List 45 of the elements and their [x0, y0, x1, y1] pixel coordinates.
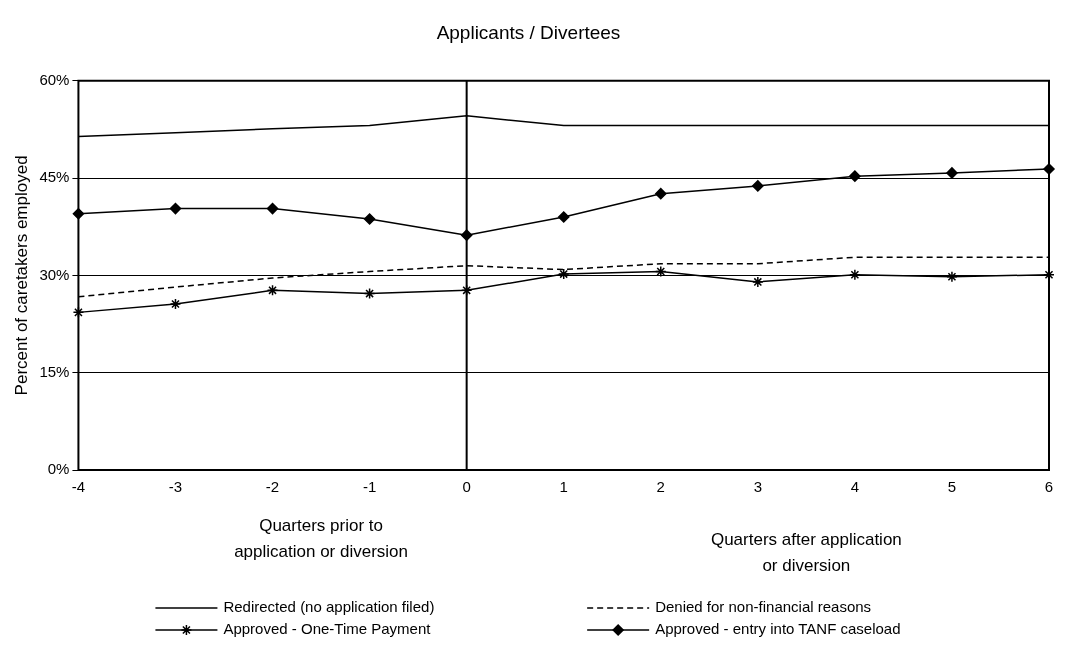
y-tick-label: 60% [39, 70, 70, 88]
point [655, 265, 667, 278]
point [363, 213, 376, 225]
point [460, 229, 473, 241]
point [752, 180, 764, 192]
x-tick-label: -2 [265, 478, 280, 496]
chart-title: Applicants / Divertees [436, 21, 621, 43]
point [946, 270, 958, 283]
point [363, 287, 376, 300]
point [266, 202, 279, 215]
x-tick-label: -1 [362, 478, 377, 496]
legend-label: Approved - entry into TANF caseload [655, 620, 901, 638]
legend-label: Redirected (no application filed) [223, 598, 435, 616]
legend-label: Denied for non-financial reasons [655, 598, 872, 616]
y-axis-title: Percent of caretakers employed [11, 155, 31, 396]
point [169, 298, 182, 310]
point [266, 284, 279, 297]
x-tick-label: 6 [1044, 478, 1054, 496]
x-tick-label: -3 [168, 478, 183, 496]
legend-label: Approved - One-Time Payment [223, 620, 432, 638]
point [849, 170, 861, 182]
point [752, 276, 764, 288]
point [557, 268, 570, 280]
x-tick-label: 3 [753, 478, 762, 496]
point [460, 284, 473, 297]
text: Quarters after application or diversion [710, 530, 902, 576]
point [72, 306, 85, 319]
point [557, 211, 570, 223]
y-tick-label: 45% [39, 168, 70, 186]
x-tick-label: -4 [71, 478, 86, 496]
x-tick-label: 1 [559, 478, 568, 496]
point [169, 202, 182, 215]
text: Quarters prior to application or diversion [234, 516, 409, 562]
point [655, 187, 667, 200]
x-tick-label: 5 [947, 478, 957, 496]
x-tick-label: 0 [462, 478, 471, 496]
x-tick-label: 4 [850, 478, 860, 496]
point [1043, 163, 1055, 175]
point [946, 167, 958, 179]
y-tick-label: 15% [39, 362, 70, 380]
x-tick-label: 2 [656, 478, 665, 496]
y-tick-label: 0% [47, 460, 70, 478]
point [72, 208, 85, 220]
point [849, 269, 861, 281]
y-tick-label: 30% [39, 265, 70, 283]
